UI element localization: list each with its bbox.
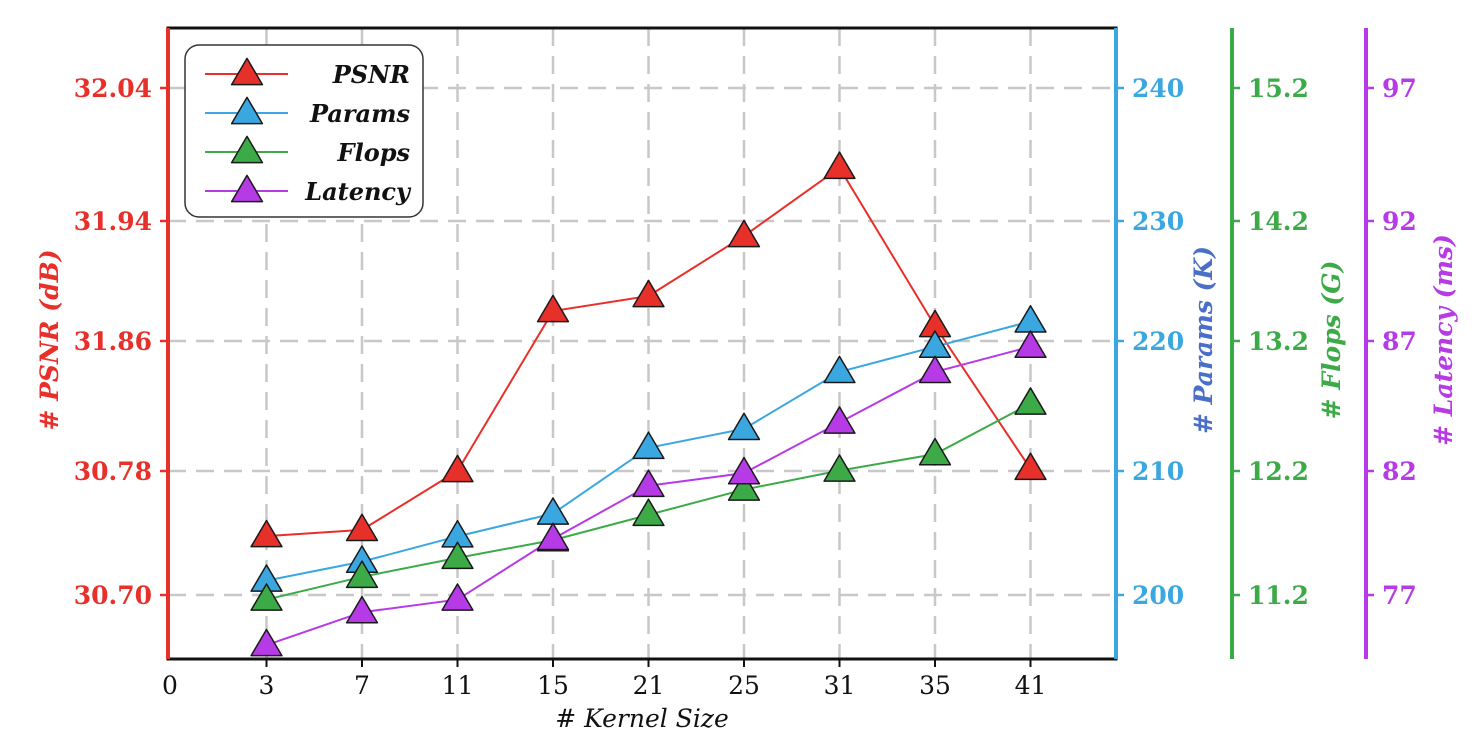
params-tick-label: 240 — [1132, 74, 1184, 103]
flops-marker — [823, 454, 856, 482]
params-marker — [632, 431, 665, 460]
latency-marker — [345, 595, 379, 624]
legend-marker-flops — [230, 135, 264, 164]
latency-tick-label: 82 — [1382, 457, 1417, 486]
psnr-marker — [1014, 452, 1047, 481]
series-layer — [250, 151, 1047, 657]
latency-marker — [1014, 330, 1047, 358]
legend-marker-psnr — [230, 57, 264, 86]
params-marker — [536, 497, 570, 525]
x-tick-label: 35 — [919, 671, 951, 700]
latency-marker — [250, 628, 283, 657]
flops-axis-title: # Flops (G) — [1317, 261, 1346, 420]
x-tick-label: 15 — [537, 671, 569, 700]
legend-marker-latency — [230, 174, 264, 203]
flops-tick-label: 11.2 — [1248, 581, 1309, 610]
psnr-marker — [441, 454, 474, 483]
flops-marker — [727, 473, 761, 501]
psnr-tick-label: 31.86 — [74, 327, 152, 356]
latency-marker — [727, 456, 761, 485]
latency-axis-ticks: 77 82 87 92 97 — [1366, 74, 1417, 610]
psnr-marker — [632, 279, 665, 308]
flops-marker — [441, 541, 474, 570]
latency-marker — [632, 469, 665, 498]
flops-marker — [918, 437, 952, 466]
latency-marker — [918, 355, 952, 384]
params-axis-ticks: 200 210 220 230 240 — [1116, 74, 1184, 610]
x-tick-label: 7 — [354, 671, 370, 700]
latency-marker — [823, 406, 856, 434]
legend-label-psnr: PSNR — [332, 60, 410, 89]
latency-marker — [536, 522, 570, 551]
flops-axis-ticks: 11.2 12.2 13.2 14.2 15.2 — [1232, 74, 1309, 610]
legend-box — [184, 44, 424, 218]
psnr-marker — [345, 513, 379, 542]
psnr-tick-label: 30.70 — [74, 581, 152, 610]
psnr-tick-label: 30.78 — [74, 457, 152, 486]
latency-marker — [441, 583, 474, 611]
flops-tick-label: 12.2 — [1248, 457, 1309, 486]
legend-marker-params — [230, 96, 264, 125]
latency-tick-label: 92 — [1382, 207, 1417, 236]
flops-marker — [345, 560, 379, 589]
x-tick-label: 31 — [824, 671, 856, 700]
psnr-axis-ticks: 30.70 30.78 31.86 31.94 32.04 — [74, 74, 168, 610]
psnr-axis-title: # PSNR (dB) — [35, 249, 64, 430]
x-tick-label: 3 — [259, 671, 275, 700]
latency-tick-label: 77 — [1382, 581, 1417, 610]
params-tick-label: 210 — [1132, 457, 1184, 486]
legend-label-params: Params — [309, 99, 411, 128]
latency-tick-label: 87 — [1382, 327, 1417, 356]
params-marker — [1014, 304, 1047, 333]
flops-tick-label: 13.2 — [1248, 327, 1309, 356]
legend: PSNR Params Flops Latency — [184, 44, 424, 218]
flops-marker — [1014, 387, 1047, 415]
x-tick-label: 0 — [162, 671, 178, 700]
params-marker — [823, 355, 856, 384]
psnr-marker — [727, 219, 761, 248]
x-tick-label: 21 — [633, 671, 665, 700]
flops-marker — [250, 583, 283, 611]
flops-tick-label: 15.2 — [1248, 74, 1309, 103]
psnr-marker — [536, 294, 570, 323]
x-axis-ticks: 0 3 7 11 15 21 25 31 35 41 — [162, 659, 1046, 700]
latency-tick-label: 97 — [1382, 74, 1417, 103]
params-tick-label: 220 — [1132, 327, 1184, 356]
params-marker — [727, 412, 761, 441]
legend-label-latency: Latency — [304, 177, 412, 206]
psnr-marker — [250, 519, 283, 548]
latency-axis-title: # Latency (ms) — [1429, 234, 1458, 446]
flops-tick-label: 14.2 — [1248, 207, 1309, 236]
psnr-tick-label: 32.04 — [74, 74, 152, 103]
flops-marker — [632, 498, 665, 527]
psnr-tick-label: 31.94 — [74, 207, 152, 236]
x-tick-label: 41 — [1015, 671, 1047, 700]
params-tick-label: 230 — [1132, 207, 1184, 236]
psnr-marker — [823, 151, 856, 180]
params-tick-label: 200 — [1132, 581, 1184, 610]
legend-label-flops: Flops — [337, 138, 411, 167]
x-tick-label: 11 — [442, 671, 474, 700]
params-axis-title: # Params (K) — [1189, 246, 1218, 434]
x-tick-label: 25 — [728, 671, 760, 700]
x-axis-title: # Kernel Size — [555, 704, 729, 733]
